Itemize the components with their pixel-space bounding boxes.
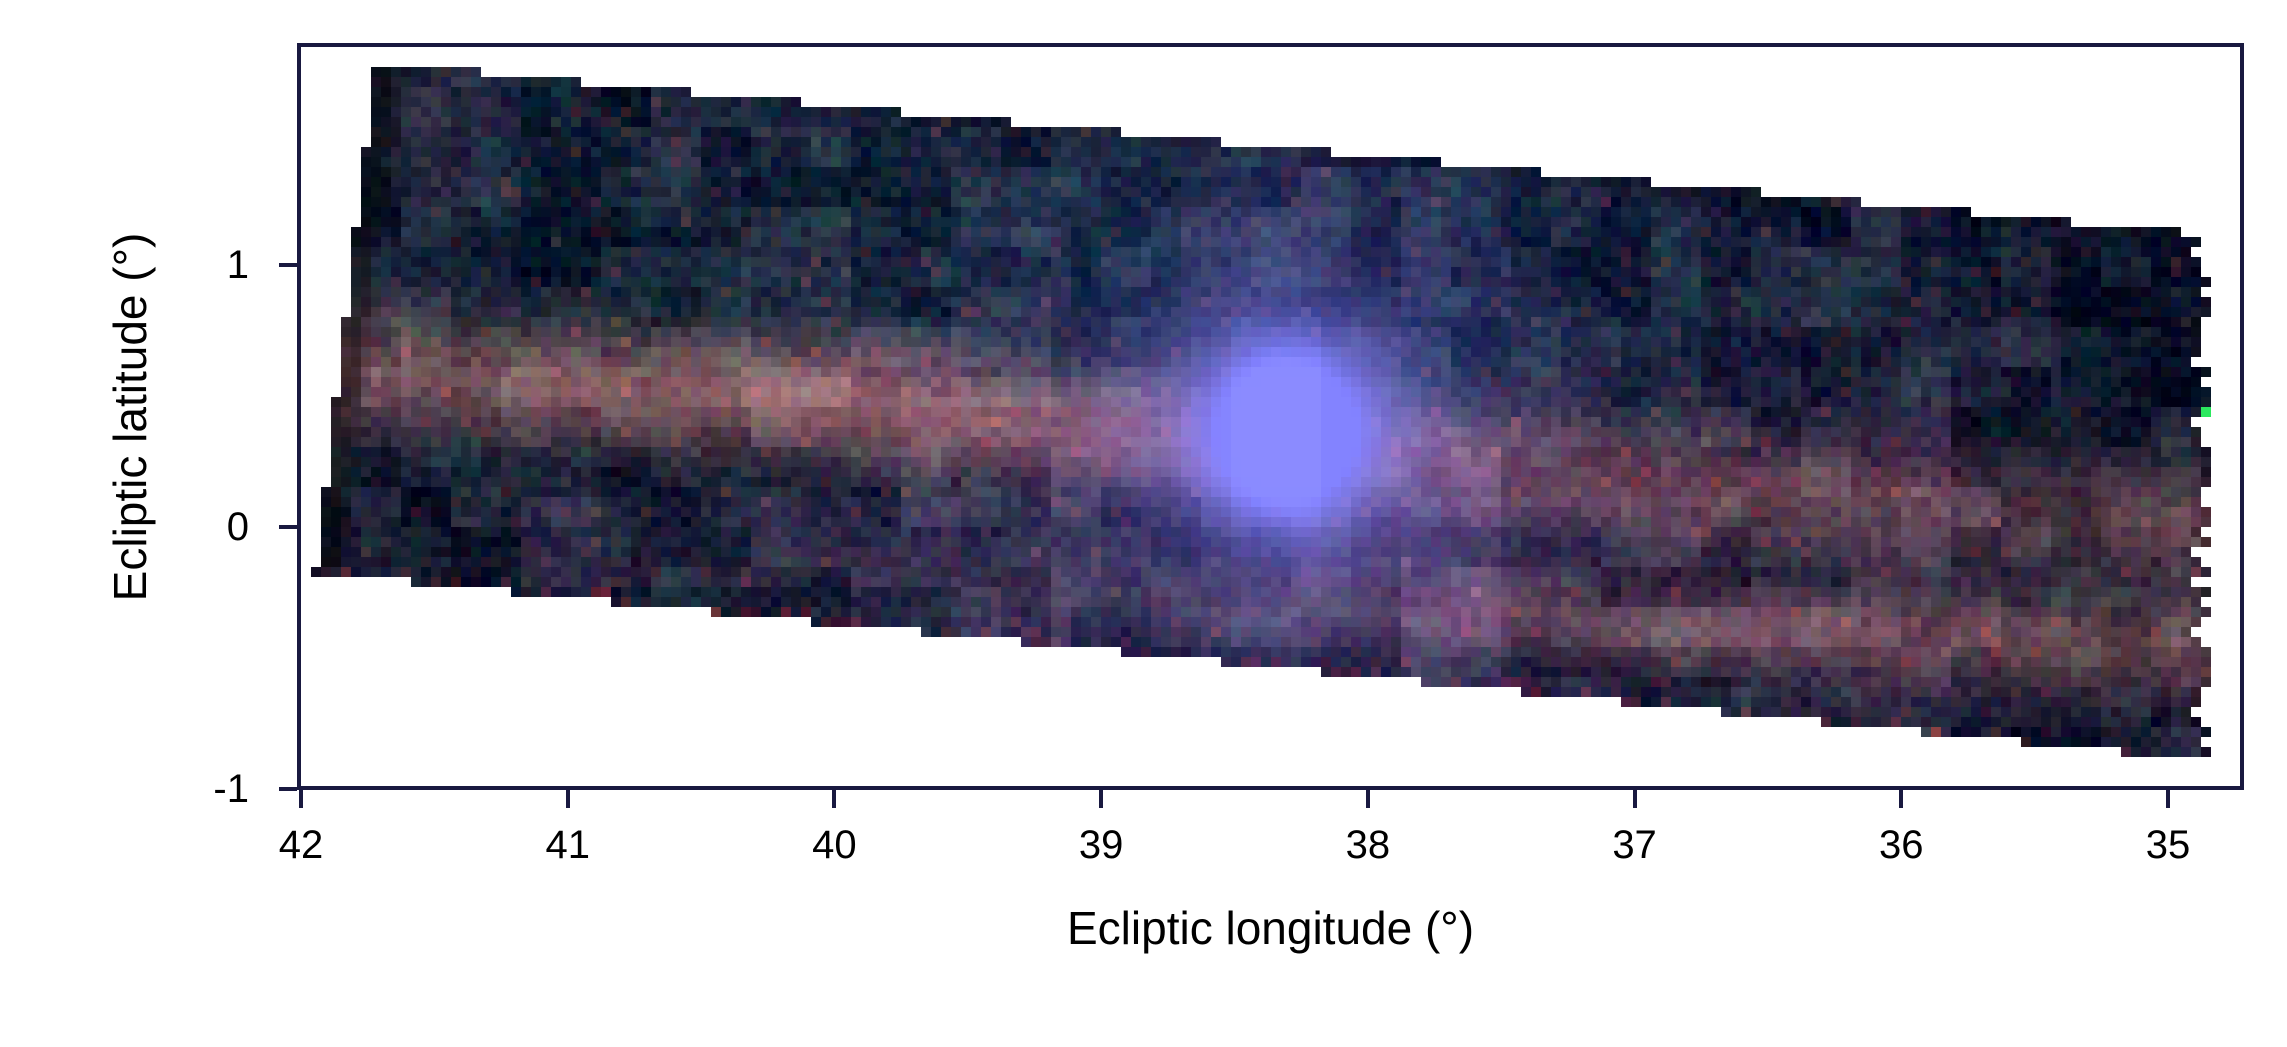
x-tick-mark	[1099, 790, 1104, 808]
x-tick-mark	[1365, 790, 1370, 808]
axis-spine-top	[297, 43, 2244, 47]
x-tick-label: 37	[1612, 823, 1657, 867]
x-tick-label: 40	[812, 823, 857, 867]
x-axis-title: Ecliptic longitude (°)	[1066, 902, 1475, 954]
x-tick-mark	[1899, 790, 1904, 808]
x-tick-label: 35	[2145, 823, 2191, 867]
axis-spine-left	[297, 43, 301, 790]
x-tick-label: 42	[278, 823, 324, 867]
x-tick-label: 36	[1879, 823, 1924, 867]
y-tick-mark	[279, 524, 297, 529]
x-tick-mark	[565, 790, 570, 808]
y-tick-label: -1	[213, 766, 249, 811]
y-tick-mark	[279, 786, 297, 791]
y-tick-mark	[279, 262, 297, 267]
x-tick-label: 38	[1345, 823, 1391, 867]
y-tick-label: 1	[226, 242, 249, 287]
x-tick-label: 41	[545, 823, 590, 867]
x-tick-mark	[299, 790, 303, 808]
axis-spine-right	[2240, 43, 2244, 790]
x-tick-mark	[832, 790, 837, 808]
sky-image-canvas	[301, 47, 2240, 786]
axis-spine-bottom	[297, 786, 2244, 790]
y-tick-label: 0	[226, 504, 249, 549]
x-tick-mark	[1632, 790, 1637, 808]
x-tick-label: 39	[1078, 823, 1124, 867]
x-tick-mark	[2165, 790, 2170, 808]
